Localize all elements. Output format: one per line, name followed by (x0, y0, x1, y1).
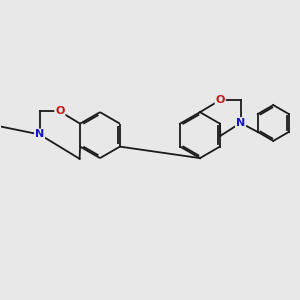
Text: N: N (35, 130, 44, 140)
Text: N: N (236, 118, 245, 128)
Text: O: O (216, 95, 225, 105)
Text: O: O (55, 106, 64, 116)
